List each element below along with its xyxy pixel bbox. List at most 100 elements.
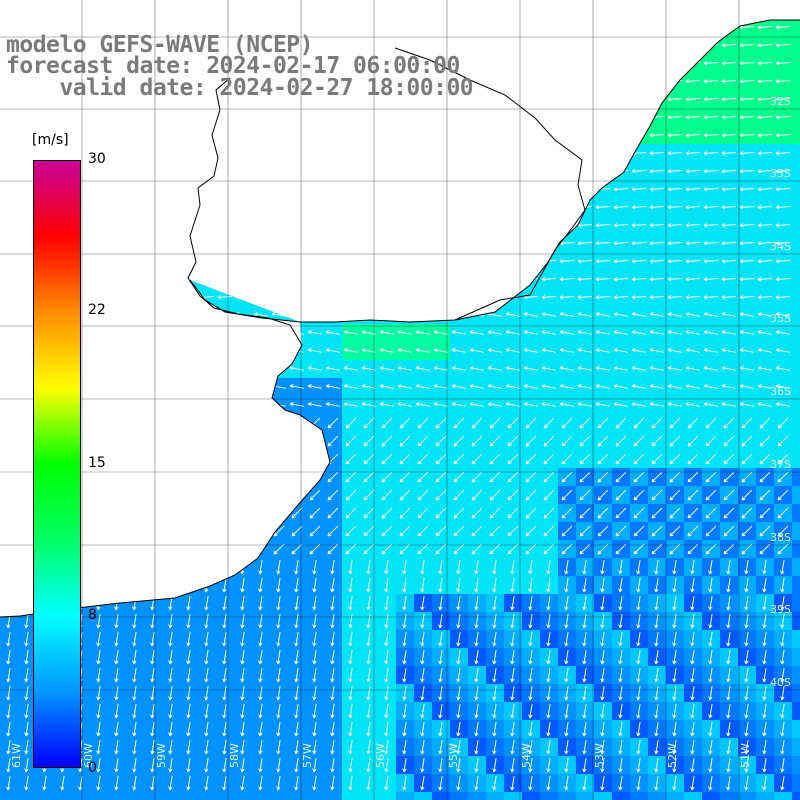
wind-speed-cell <box>162 576 181 595</box>
wind-vector <box>685 169 701 174</box>
wind-speed-cell <box>666 666 685 685</box>
latitude-label: 39S <box>770 603 791 616</box>
wind-vector <box>273 471 285 483</box>
wind-speed-cell <box>396 504 415 523</box>
wind-speed-cell <box>504 702 523 721</box>
wind-vector <box>685 151 701 156</box>
wind-speed-cell <box>468 648 487 667</box>
wind-vector <box>325 187 341 192</box>
wind-speed-cell <box>306 126 325 145</box>
wind-speed-cell <box>522 54 541 73</box>
wind-speed-cell <box>540 522 559 541</box>
wind-speed-cell <box>486 774 505 793</box>
wind-speed-cell <box>540 630 559 649</box>
wind-vector <box>271 348 286 353</box>
wind-vector <box>253 133 269 138</box>
wind-speed-cell <box>432 486 451 505</box>
wind-vector <box>127 25 143 30</box>
wind-speed-cell <box>0 792 19 800</box>
wind-speed-cell <box>108 486 127 505</box>
wind-speed-cell <box>414 162 433 181</box>
wind-speed-cell <box>360 486 379 505</box>
wind-speed-cell <box>216 522 235 541</box>
wind-speed-cell <box>684 144 703 163</box>
wind-speed-cell <box>396 198 415 217</box>
wind-speed-cell <box>774 576 793 595</box>
wind-speed-cell <box>612 756 631 775</box>
wind-speed-cell <box>378 20 397 37</box>
wind-speed-cell <box>558 144 577 163</box>
wind-vector <box>307 259 323 264</box>
wind-speed-cell <box>162 306 181 325</box>
wind-speed-cell <box>468 54 487 73</box>
wind-vector <box>1 25 17 30</box>
longitude-label: 52W <box>666 743 679 768</box>
wind-vector <box>325 25 341 30</box>
wind-speed-cell <box>738 576 757 595</box>
wind-vector <box>199 25 215 30</box>
wind-speed-cell <box>234 738 253 757</box>
wind-speed-cell <box>774 792 793 800</box>
wind-vector <box>433 151 449 156</box>
wind-vector <box>91 133 107 138</box>
wind-vector <box>487 241 503 246</box>
wind-vector <box>739 97 755 102</box>
wind-vector <box>775 25 791 30</box>
wind-speed-cell <box>486 702 505 721</box>
wind-speed-cell <box>144 0 163 19</box>
wind-speed-cell <box>594 540 613 559</box>
wind-speed-cell <box>378 126 397 145</box>
wind-vector <box>93 471 105 483</box>
wind-speed-cell <box>576 594 595 613</box>
wind-vector <box>74 8 88 11</box>
wind-speed-cell <box>522 108 541 127</box>
wind-speed-cell <box>162 738 181 757</box>
wind-speed-cell <box>252 666 271 685</box>
wind-speed-cell <box>792 306 800 325</box>
wind-speed-cell <box>180 486 199 505</box>
wind-vector <box>253 330 268 335</box>
wind-vector <box>307 205 323 210</box>
wind-speed-cell <box>396 576 415 595</box>
wind-vector <box>129 453 141 465</box>
wind-vector <box>379 295 395 300</box>
wind-vector <box>163 295 179 300</box>
wind-vector <box>559 79 575 84</box>
wind-speed-cell <box>486 738 505 757</box>
wind-speed-cell <box>342 198 361 217</box>
wind-vector <box>1 402 16 407</box>
wind-vector <box>181 384 196 389</box>
wind-speed-cell <box>540 90 559 109</box>
wind-vector <box>127 384 142 389</box>
wind-speed-cell <box>288 342 307 361</box>
wind-speed-cell <box>702 108 721 127</box>
wind-speed-cell <box>270 792 289 800</box>
wind-vector <box>217 151 233 156</box>
wind-vector <box>165 543 177 555</box>
wind-speed-cell <box>324 720 343 739</box>
wind-speed-cell <box>306 486 325 505</box>
wind-speed-cell <box>558 774 577 793</box>
wind-vector <box>325 205 341 210</box>
wind-vector <box>165 435 177 447</box>
wind-vector <box>343 277 359 282</box>
wind-vector <box>289 133 305 138</box>
wind-speed-cell <box>450 792 469 800</box>
wind-vector <box>451 241 467 246</box>
wind-speed-cell <box>468 126 487 145</box>
wind-speed-cell <box>306 432 325 451</box>
wind-speed-cell <box>594 108 613 127</box>
wind-speed-cell <box>522 720 541 739</box>
wind-speed-cell <box>684 36 703 55</box>
wind-speed-cell <box>0 738 19 757</box>
wind-speed-cell <box>108 378 127 397</box>
wind-speed-cell <box>792 378 800 397</box>
wind-speed-cell <box>720 270 739 289</box>
wind-speed-cell <box>54 108 73 127</box>
wind-speed-cell <box>108 558 127 577</box>
wind-speed-cell <box>216 360 235 379</box>
wind-speed-cell <box>612 558 631 577</box>
wind-speed-cell <box>486 540 505 559</box>
wind-speed-cell <box>144 486 163 505</box>
